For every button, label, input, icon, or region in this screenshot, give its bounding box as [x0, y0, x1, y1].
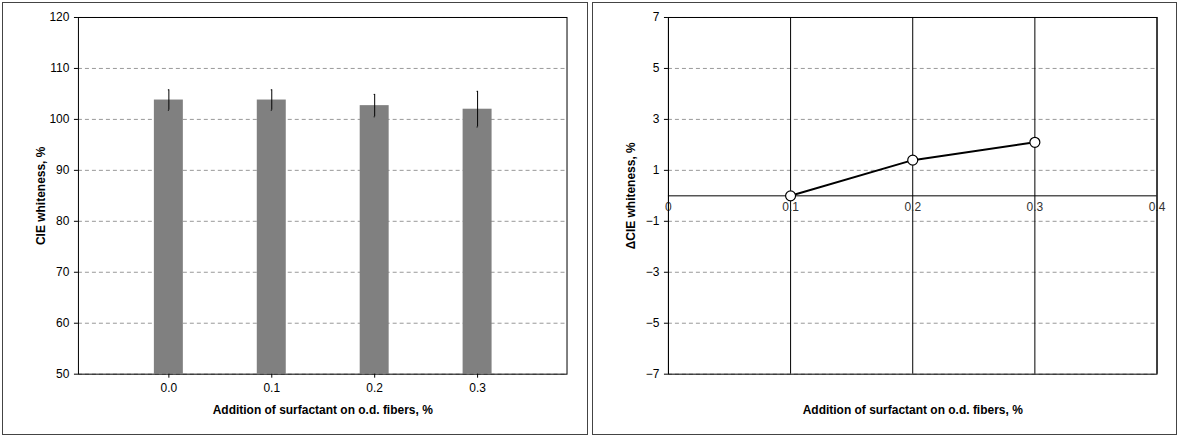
svg-text:110: 110 [50, 61, 69, 75]
svg-text:0: 0 [664, 199, 672, 214]
svg-text:0.1: 0.1 [782, 200, 799, 214]
svg-text:0.2: 0.2 [366, 381, 383, 395]
svg-text:60: 60 [56, 316, 70, 330]
svg-text:−1: −1 [645, 214, 659, 228]
svg-text:0.0: 0.0 [161, 381, 178, 395]
svg-text:−7: −7 [645, 367, 659, 381]
svg-text:7: 7 [652, 10, 659, 24]
svg-text:−3: −3 [645, 265, 659, 279]
svg-text:CIE whiteness, %: CIE whiteness, % [34, 146, 48, 245]
svg-text:−5: −5 [645, 316, 659, 330]
svg-text:0.2: 0.2 [904, 200, 921, 214]
svg-text:0.4: 0.4 [1148, 199, 1165, 214]
svg-text:0.1: 0.1 [263, 381, 280, 395]
svg-text:80: 80 [56, 214, 70, 228]
svg-text:Addition of surfactant on o.d.: Addition of surfactant on o.d. fibers, % [213, 403, 433, 417]
svg-text:1: 1 [652, 163, 659, 177]
svg-text:70: 70 [56, 265, 70, 279]
svg-text:5: 5 [652, 61, 659, 75]
svg-text:0.3: 0.3 [1026, 200, 1043, 214]
svg-text:120: 120 [49, 10, 69, 24]
svg-text:3: 3 [652, 112, 659, 126]
svg-text:ΔCIE whiteness, %: ΔCIE whiteness, % [623, 142, 637, 249]
svg-text:50: 50 [56, 367, 70, 381]
svg-text:0.3: 0.3 [469, 381, 486, 395]
svg-text:90: 90 [56, 163, 70, 177]
svg-text:Addition of surfactant on o.d.: Addition of surfactant on o.d. fibers, % [802, 403, 1022, 417]
svg-text:100: 100 [49, 112, 69, 126]
